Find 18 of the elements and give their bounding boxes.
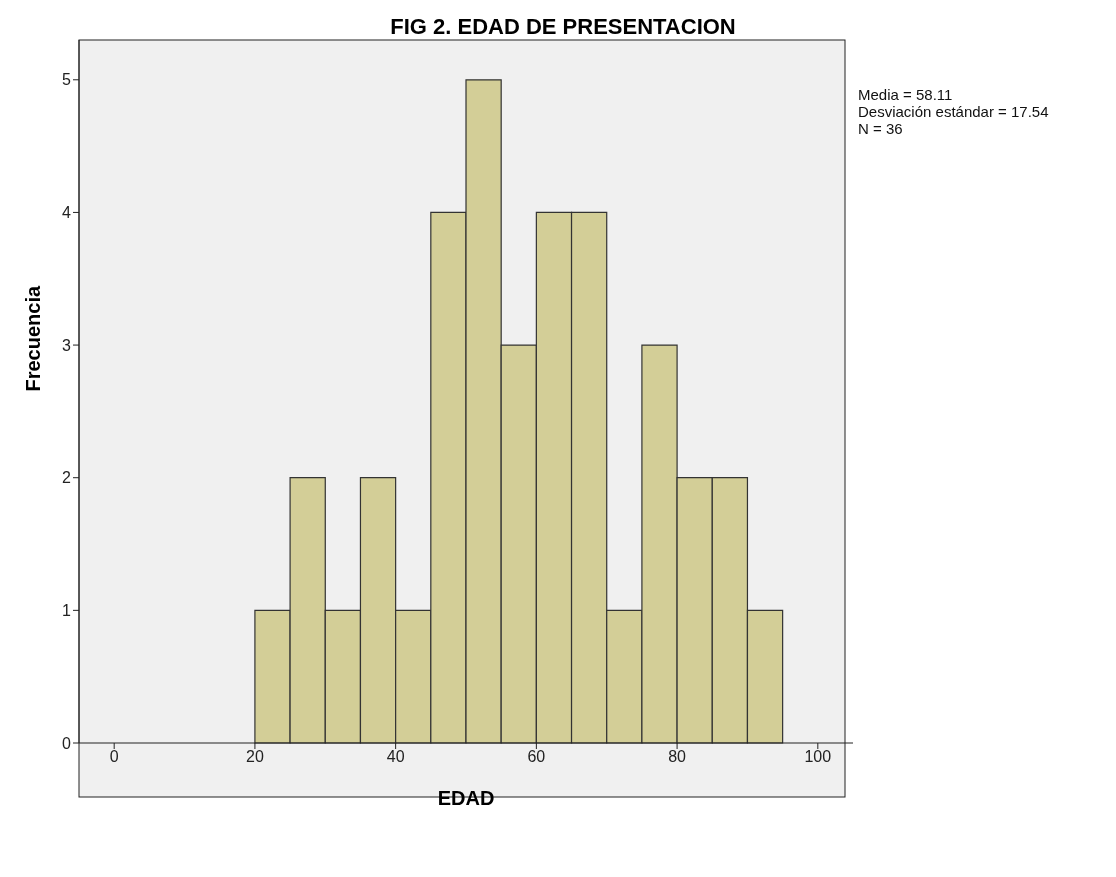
x-tick-label: 60	[527, 748, 546, 766]
x-tick-label: 100	[804, 748, 832, 766]
text: Media = 58.11	[858, 86, 954, 103]
y-tick-label: 0	[62, 734, 72, 752]
x-tick-label: 80	[668, 748, 687, 766]
y-axis-title: Frecuencia	[22, 285, 45, 392]
y-tick-label: 2	[62, 469, 72, 487]
chart-title: FIG 2. EDAD DE PRESENTACION	[389, 14, 737, 40]
y-tick-label: 3	[62, 336, 72, 354]
x-tick-label: 20	[246, 748, 264, 766]
y-tick-label: 5	[62, 71, 72, 89]
y-tick-label: 1	[62, 602, 72, 620]
y-tick-label: 4	[62, 204, 72, 222]
x-axis-title: EDAD	[437, 787, 495, 809]
x-tick-label: 40	[386, 748, 405, 766]
x-tick-label: 0	[109, 748, 119, 766]
text: N = 36	[858, 120, 904, 137]
text: Desviación estándar = 17.54	[858, 103, 1049, 120]
